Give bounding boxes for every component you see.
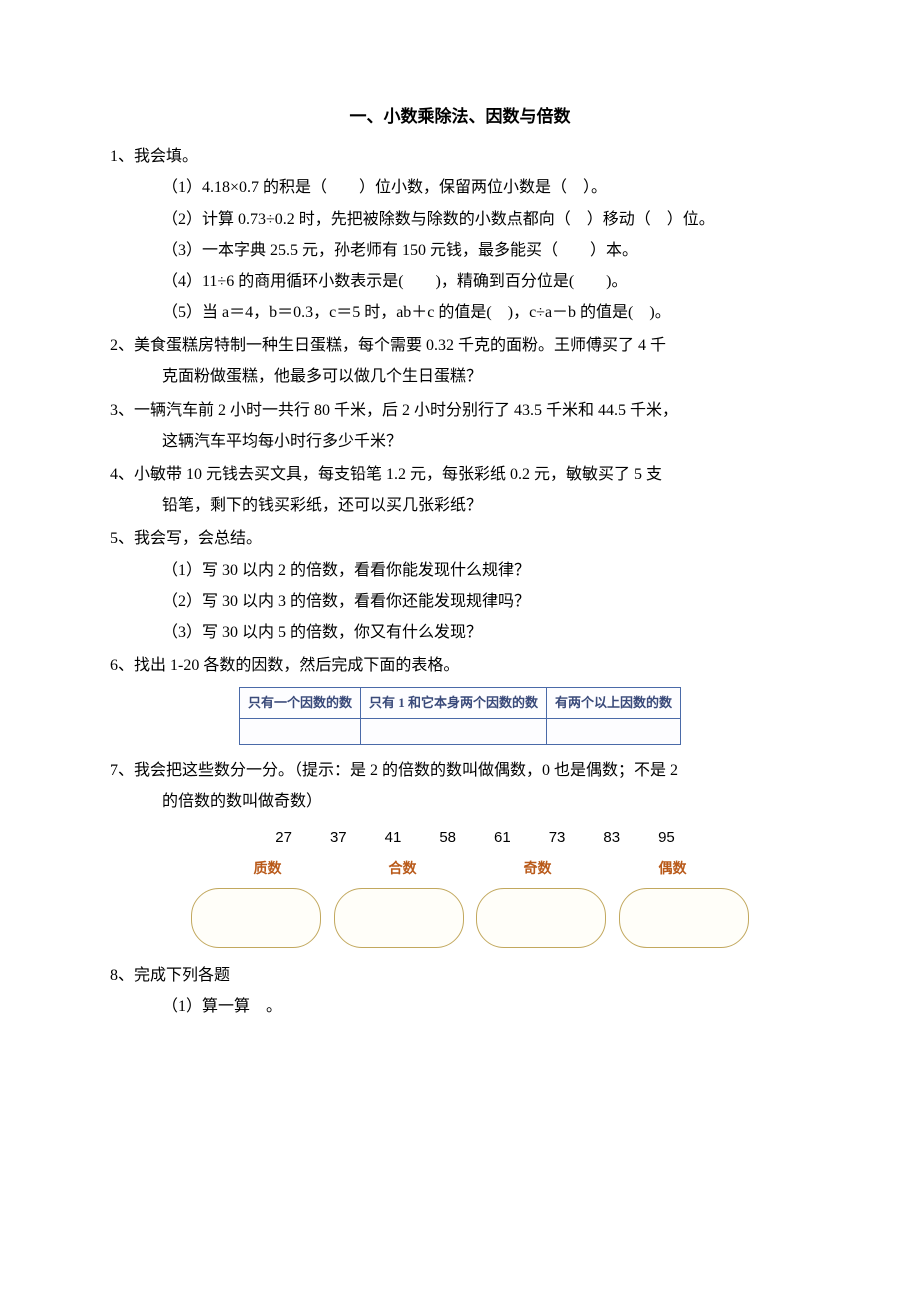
- q1-main: 1、我会填。: [110, 141, 810, 172]
- q3-line1: 3、一辆汽车前 2 小时一共行 80 千米，后 2 小时分别行了 43.5 千米…: [110, 395, 810, 426]
- q1-sub4: （4）11÷6 的商用循环小数表示是( )，精确到百分位是( )。: [110, 266, 810, 297]
- bubble-even: [619, 888, 749, 948]
- label-composite: 合数: [389, 856, 417, 883]
- num-7: 95: [658, 823, 675, 852]
- label-even: 偶数: [659, 856, 687, 883]
- question-5: 5、我会写，会总结。 （1）写 30 以内 2 的倍数，看看你能发现什么规律？ …: [110, 523, 810, 648]
- q4-line2: 铅笔，剩下的钱买彩纸，还可以买几张彩纸？: [110, 490, 810, 521]
- table-header-row: 只有一个因数的数 只有 1 和它本身两个因数的数 有两个以上因数的数: [239, 688, 680, 718]
- col-header-2: 只有 1 和它本身两个因数的数: [360, 688, 546, 718]
- bubble-odd: [476, 888, 606, 948]
- question-3: 3、一辆汽车前 2 小时一共行 80 千米，后 2 小时分别行了 43.5 千米…: [110, 395, 810, 457]
- q8-sub1: （1）算一算 。: [110, 991, 810, 1022]
- col-header-3: 有两个以上因数的数: [547, 688, 681, 718]
- q4-line1: 4、小敏带 10 元钱去买文具，每支铅笔 1.2 元，每张彩纸 0.2 元，敏敏…: [110, 459, 810, 490]
- q1-sub3: （3）一本字典 25.5 元，孙老师有 150 元钱，最多能买（ ）本。: [110, 235, 810, 266]
- q5-sub2: （2）写 30 以内 3 的倍数，看看你还能发现规律吗？: [110, 586, 810, 617]
- labels-row: 质数 合数 奇数 偶数: [110, 856, 810, 883]
- question-8: 8、完成下列各题 （1）算一算 。: [110, 960, 810, 1022]
- q7-line2: 的倍数的数叫做奇数）: [110, 786, 810, 817]
- q1-sub2: （2）计算 0.73÷0.2 时，先把被除数与除数的小数点都向（ ）移动（ ）位…: [110, 204, 810, 235]
- cell-2: [360, 718, 546, 744]
- q7-line1: 7、我会把这些数分一分。（提示：是 2 的倍数的数叫做偶数，0 也是偶数；不是 …: [110, 755, 810, 786]
- q2-line2: 克面粉做蛋糕，他最多可以做几个生日蛋糕？: [110, 361, 810, 392]
- cell-3: [547, 718, 681, 744]
- question-2: 2、美食蛋糕房特制一种生日蛋糕，每个需要 0.32 千克的面粉。王师傅买了 4 …: [110, 330, 810, 392]
- q2-line1: 2、美食蛋糕房特制一种生日蛋糕，每个需要 0.32 千克的面粉。王师傅买了 4 …: [110, 330, 810, 361]
- question-7: 7、我会把这些数分一分。（提示：是 2 的倍数的数叫做偶数，0 也是偶数；不是 …: [110, 755, 810, 948]
- num-3: 58: [439, 823, 456, 852]
- numbers-row: 27 37 41 58 61 73 83 95: [110, 823, 810, 852]
- bubble-prime: [191, 888, 321, 948]
- q6-main: 6、找出 1-20 各数的因数，然后完成下面的表格。: [110, 650, 810, 681]
- bubbles-row: [110, 888, 810, 948]
- num-1: 37: [330, 823, 347, 852]
- num-5: 73: [549, 823, 566, 852]
- table-row: [239, 718, 680, 744]
- section-title: 一、小数乘除法、因数与倍数: [110, 100, 810, 133]
- q1-sub1: （1）4.18×0.7 的积是（ ）位小数，保留两位小数是（ ）。: [110, 172, 810, 203]
- q3-line2: 这辆汽车平均每小时行多少千米？: [110, 426, 810, 457]
- factors-table-wrap: 只有一个因数的数 只有 1 和它本身两个因数的数 有两个以上因数的数: [110, 687, 810, 744]
- num-6: 83: [603, 823, 620, 852]
- q5-sub1: （1）写 30 以内 2 的倍数，看看你能发现什么规律？: [110, 555, 810, 586]
- question-4: 4、小敏带 10 元钱去买文具，每支铅笔 1.2 元，每张彩纸 0.2 元，敏敏…: [110, 459, 810, 521]
- bubble-composite: [334, 888, 464, 948]
- col-header-1: 只有一个因数的数: [239, 688, 360, 718]
- q1-sub5: （5）当 a＝4，b＝0.3，c＝5 时，ab＋c 的值是( )，c÷a－b 的…: [110, 297, 810, 328]
- q8-main: 8、完成下列各题: [110, 960, 810, 991]
- label-prime: 质数: [254, 856, 282, 883]
- num-4: 61: [494, 823, 511, 852]
- label-odd: 奇数: [524, 856, 552, 883]
- q5-sub3: （3）写 30 以内 5 的倍数，你又有什么发现？: [110, 617, 810, 648]
- question-1: 1、我会填。 （1）4.18×0.7 的积是（ ）位小数，保留两位小数是（ ）。…: [110, 141, 810, 328]
- factors-table: 只有一个因数的数 只有 1 和它本身两个因数的数 有两个以上因数的数: [239, 687, 681, 744]
- q5-main: 5、我会写，会总结。: [110, 523, 810, 554]
- cell-1: [239, 718, 360, 744]
- num-0: 27: [275, 823, 292, 852]
- question-6: 6、找出 1-20 各数的因数，然后完成下面的表格。 只有一个因数的数 只有 1…: [110, 650, 810, 745]
- num-2: 41: [385, 823, 402, 852]
